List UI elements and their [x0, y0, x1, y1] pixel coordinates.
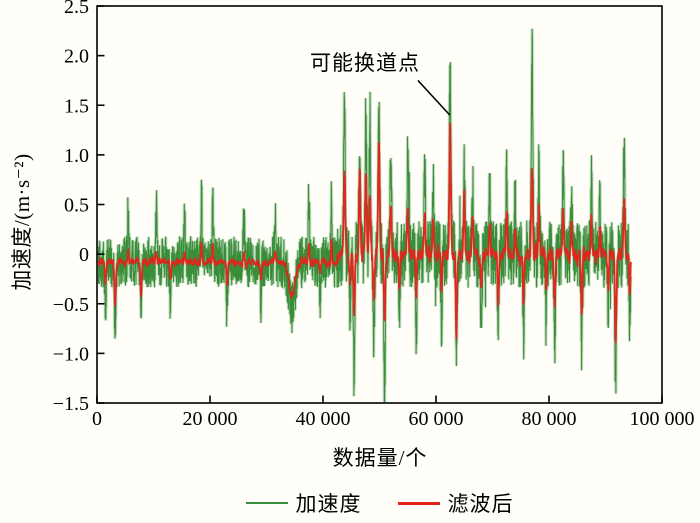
- x-tick-label: 60 000: [409, 408, 464, 430]
- legend-item-filtered: 滤波后: [397, 488, 514, 518]
- y-tick-label: 0.5: [64, 195, 89, 217]
- y-tick-label: 1.0: [64, 145, 89, 167]
- y-tick-label: 0: [79, 244, 89, 266]
- lane-change-annotation: 可能换道点: [310, 51, 420, 75]
- raw-series-polyline: [98, 28, 632, 402]
- x-axis-title: 数据量/个: [332, 446, 428, 470]
- x-tick-label: 80 000: [522, 408, 577, 430]
- annotation-arrow: [417, 79, 451, 116]
- x-tick-label: 100 000: [630, 408, 695, 430]
- y-tick-label: 2.0: [64, 46, 89, 68]
- raw-series-label: 加速度: [295, 492, 362, 516]
- y-tick-label: −1.0: [53, 343, 89, 365]
- filtered-series-line-swatch: [397, 501, 440, 505]
- x-tick-label: 40 000: [296, 408, 351, 430]
- x-tick-label: 0: [92, 408, 102, 430]
- x-tick-label: 20 000: [183, 408, 238, 430]
- filtered-series-label: 滤波后: [447, 492, 514, 516]
- raw-series-line-swatch: [245, 502, 288, 504]
- filtered-series-polyline: [98, 122, 632, 343]
- raw-series-halo: [98, 28, 633, 402]
- y-tick-label: −1.5: [53, 393, 89, 415]
- y-tick-label: 1.5: [64, 95, 89, 117]
- y-tick-label: −0.5: [53, 294, 89, 316]
- y-axis-title: 加速度/(m·s⁻²): [10, 153, 34, 291]
- legend-item-raw: 加速度: [245, 488, 362, 518]
- chart-legend: 加速度 滤波后: [97, 489, 662, 517]
- y-tick-label: 2.5: [64, 0, 89, 18]
